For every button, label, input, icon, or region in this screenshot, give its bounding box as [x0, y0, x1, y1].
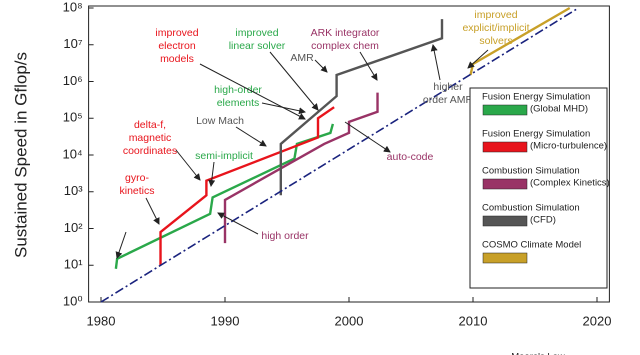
legend-swatch — [482, 104, 528, 116]
annotation: improved — [235, 27, 278, 39]
y-axis-title: Sustained Speed in Gflop/s — [11, 52, 30, 258]
annotation: complex chem — [311, 40, 379, 52]
annotation: linear solver — [229, 40, 286, 52]
legend-label: (Micro-turbulence) — [530, 141, 607, 152]
legend-label: Fusion Energy Simulation — [482, 129, 590, 140]
series-line — [114, 123, 335, 269]
y-tick-label: 10⁰ — [63, 293, 83, 308]
legend-label: Combustion Simulation — [482, 166, 580, 177]
annotation-arrow — [199, 63, 306, 120]
annotation: magnetic — [129, 132, 172, 144]
legend-swatch — [482, 141, 528, 153]
annotation: improved — [474, 9, 517, 21]
annotation: high order — [261, 230, 309, 242]
annotation: delta-f, — [134, 119, 166, 131]
legend-label: Combustion Simulation — [482, 203, 580, 214]
annotation: elements — [217, 97, 260, 109]
legend-label: (Complex Kinetics) — [530, 178, 610, 189]
annotation: models — [160, 53, 194, 65]
annotation: AMR — [290, 52, 314, 64]
y-tick-label: 10⁵ — [63, 110, 83, 125]
annotation-arrow — [269, 51, 319, 111]
legend-label: COSMO Climate Model — [482, 240, 581, 251]
annotation-arrow — [217, 212, 259, 235]
legend-swatch — [482, 252, 528, 264]
y-tick-label: 10⁴ — [63, 146, 83, 161]
annotation: auto-code — [387, 151, 434, 163]
annotation-arrow — [145, 197, 160, 225]
legend-label: Fusion Energy Simulation — [482, 92, 590, 103]
annotation: kinetics — [119, 185, 154, 197]
legend-swatch — [482, 178, 528, 190]
annotation: electron — [158, 40, 196, 52]
x-tick-label: 2020 — [583, 313, 612, 328]
annotation: solvers — [479, 35, 512, 47]
annotation-arrow — [430, 44, 441, 81]
annotation: semi-implicit — [195, 150, 253, 162]
annotation: order AMR — [423, 94, 474, 106]
annotation: high-order — [214, 84, 262, 96]
annotation-arrow — [314, 59, 328, 73]
annotation: higher — [433, 81, 463, 93]
x-tick-label: 2000 — [335, 313, 364, 328]
annotation-arrow — [261, 102, 306, 115]
legend-swatch — [482, 215, 528, 227]
y-tick-label: 10² — [64, 220, 83, 235]
series-line — [223, 92, 379, 244]
annotation: gyro- — [125, 172, 149, 184]
legend-label: (Global MHD) — [530, 104, 588, 115]
y-tick-label: 10⁶ — [63, 73, 83, 88]
legend-label: (CFD) — [530, 215, 556, 226]
y-tick-label: 10¹ — [64, 257, 83, 272]
x-tick-label: 1980 — [87, 313, 116, 328]
series-line — [279, 19, 444, 196]
annotation-arrow — [359, 51, 378, 81]
annotation-arrow — [235, 126, 267, 147]
annotation-arrow — [115, 231, 127, 259]
series-line — [159, 106, 335, 266]
annotation-arrow — [467, 49, 489, 69]
annotation-arrow — [208, 161, 216, 187]
legend-label: Moore's Law — [511, 352, 565, 355]
y-tick-label: 10³ — [64, 183, 83, 198]
series-line — [100, 7, 579, 303]
annotation-arrow — [344, 121, 391, 153]
annotation: improved — [155, 27, 198, 39]
annotation: coordinates — [123, 145, 177, 157]
y-tick-label: 10⁸ — [63, 0, 83, 14]
annotation-arrow — [175, 149, 201, 181]
y-tick-label: 10⁷ — [63, 36, 82, 51]
annotation: Low Mach — [196, 115, 244, 127]
x-tick-label: 1990 — [211, 313, 240, 328]
annotation: explicit/implicit — [462, 22, 529, 34]
annotation: ARK integrator — [311, 27, 380, 39]
x-tick-label: 2010 — [459, 313, 488, 328]
